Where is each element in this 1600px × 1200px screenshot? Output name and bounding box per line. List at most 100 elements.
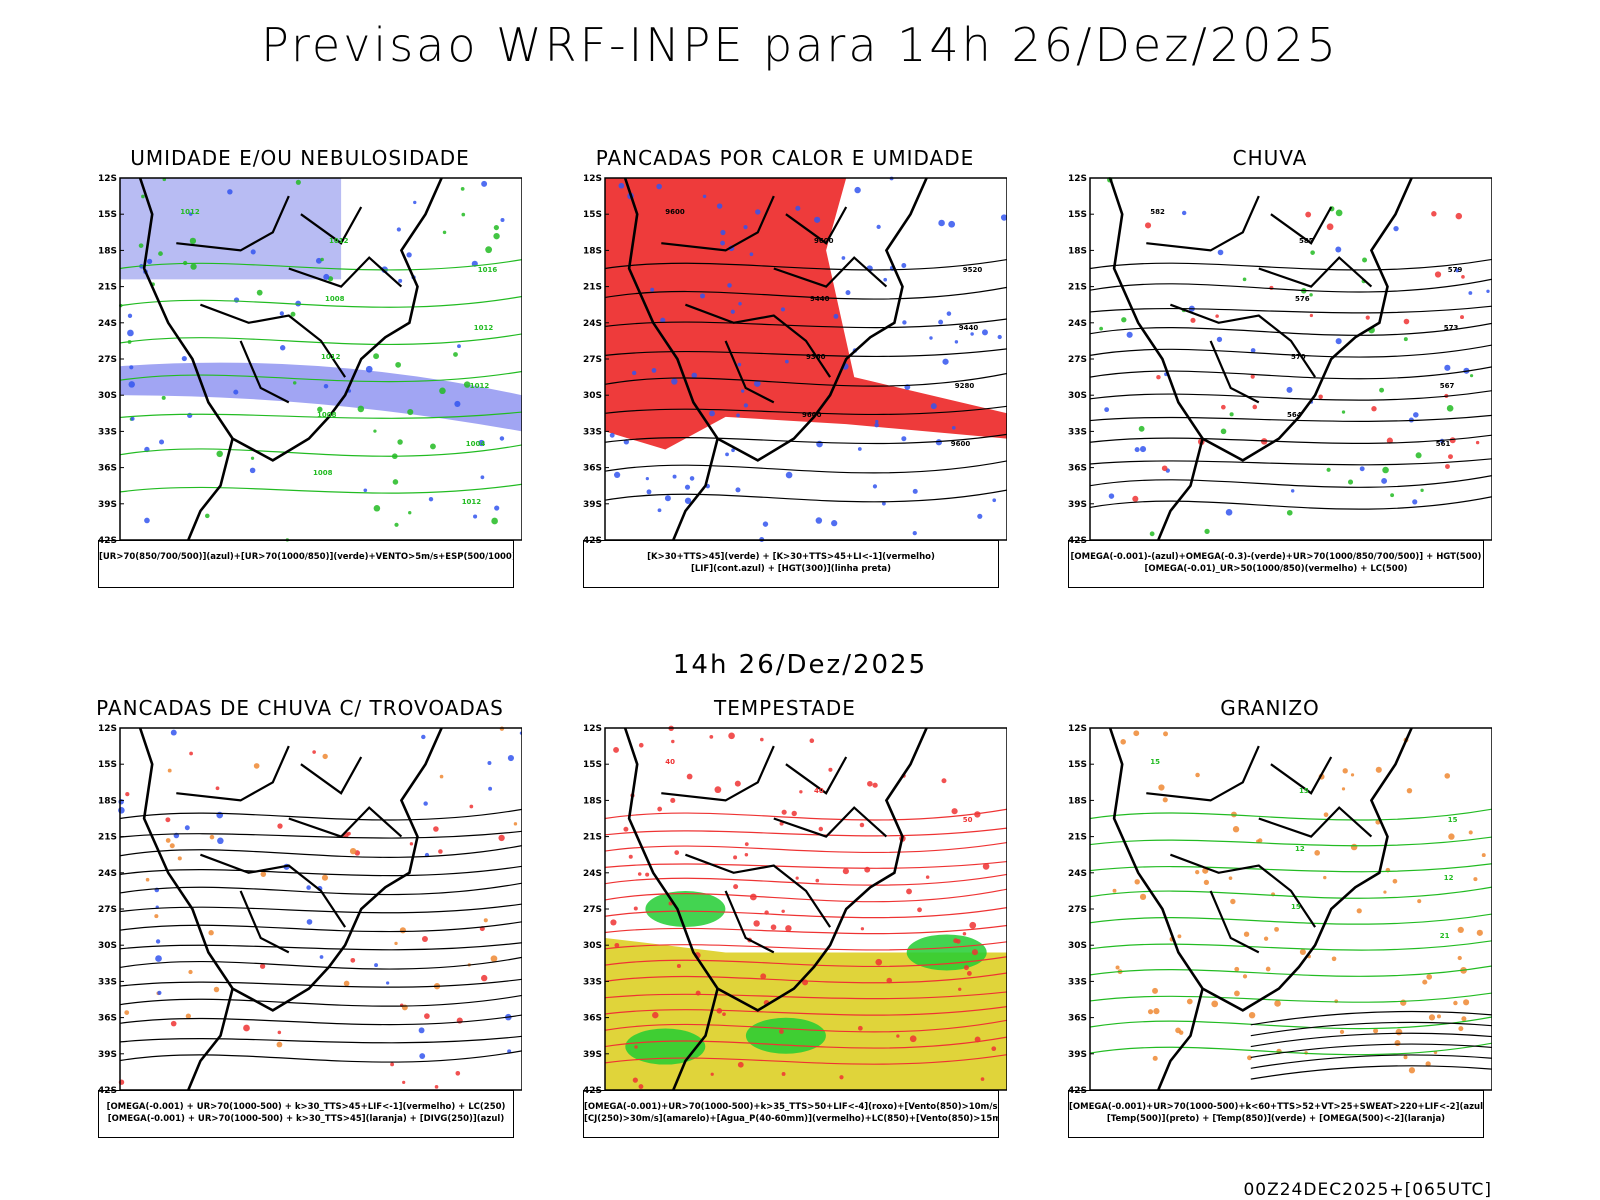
field-dot bbox=[755, 209, 761, 215]
contour-label: 9600 bbox=[802, 411, 822, 419]
field-dot bbox=[130, 416, 135, 421]
map-pancadas-calor[interactable]: 9600 9600 9520 9440 9440 9360 9280 9600 9600 12S 1… bbox=[583, 174, 1007, 544]
field-dot bbox=[645, 477, 649, 481]
field-dot bbox=[1132, 495, 1139, 502]
field-dot bbox=[1481, 853, 1486, 858]
field-dot bbox=[478, 439, 485, 447]
map-tempestade[interactable]: 40405012S15S18S21S24S27S30S33S36S39S42S7… bbox=[583, 724, 1007, 1094]
field-dot bbox=[814, 216, 821, 223]
field-dot bbox=[439, 387, 446, 395]
field-dot bbox=[1326, 223, 1334, 231]
state-border bbox=[685, 303, 832, 378]
field-dot bbox=[859, 822, 865, 828]
field-dot bbox=[490, 955, 498, 963]
coastline bbox=[623, 177, 928, 462]
field-dot bbox=[1099, 326, 1104, 331]
field-dot bbox=[190, 263, 197, 270]
field-dot bbox=[250, 456, 255, 460]
coastline-south bbox=[187, 438, 234, 541]
contour-label: 582 bbox=[1150, 208, 1165, 216]
field-dot bbox=[129, 365, 134, 370]
lat-tick-label: 36S bbox=[1068, 464, 1087, 474]
field-dot bbox=[481, 180, 488, 187]
field-dot bbox=[671, 378, 678, 385]
field-dot bbox=[799, 790, 803, 794]
temp500-contour bbox=[1250, 1032, 1492, 1048]
field-dot bbox=[730, 309, 735, 314]
contour-line bbox=[119, 994, 522, 1007]
coastline-south bbox=[187, 988, 234, 1091]
lat-tick-label: 36S bbox=[583, 1014, 602, 1024]
field-dot bbox=[651, 367, 657, 373]
state-border bbox=[239, 340, 290, 404]
field-dot bbox=[1121, 317, 1127, 323]
contour-label: 1012 bbox=[329, 237, 349, 245]
map-layers bbox=[119, 177, 522, 542]
field-dot bbox=[407, 409, 414, 416]
state-border bbox=[200, 303, 347, 378]
map-umidade[interactable]: 1012 1012 1016 1008 1012 1012 1012 1008 1004 1008… bbox=[98, 174, 522, 544]
contour-line bbox=[1089, 1042, 1492, 1056]
map-trovoadas[interactable]: 12S15S18S21S24S27S30S33S36S39S42S70W65W6… bbox=[98, 724, 522, 1094]
field-dot bbox=[953, 938, 959, 944]
field-dot bbox=[1153, 1008, 1160, 1015]
field-dot bbox=[734, 780, 741, 787]
temp500-contour bbox=[1250, 1054, 1492, 1069]
panel-legend: [OMEGA(-0.001) + UR>70(1000-500) + k>30_… bbox=[98, 1090, 514, 1138]
field-dot bbox=[320, 257, 324, 262]
lat-tick-label: 15S bbox=[98, 760, 117, 770]
field-dot bbox=[886, 977, 893, 984]
field-dot bbox=[124, 1010, 130, 1015]
contour-line bbox=[604, 808, 1007, 821]
contour-line bbox=[119, 295, 522, 308]
panel-title: PANCADAS DE CHUVA C/ TROVOADAS bbox=[96, 696, 504, 720]
state-border bbox=[724, 890, 775, 954]
field-dot bbox=[215, 786, 220, 791]
field-dot bbox=[1412, 499, 1418, 505]
field-dot bbox=[1000, 214, 1007, 221]
contour-line bbox=[119, 259, 522, 271]
lat-tick-label: 39S bbox=[98, 500, 117, 510]
field-dot bbox=[1310, 250, 1315, 255]
field-dot bbox=[650, 287, 655, 292]
panel-title: CHUVA bbox=[1232, 146, 1308, 170]
map-layers bbox=[1089, 177, 1492, 541]
lat-tick-label: 24S bbox=[1068, 869, 1087, 879]
field-dot bbox=[1204, 528, 1210, 534]
lat-tick-label: 21S bbox=[98, 833, 117, 843]
field-dot bbox=[494, 505, 500, 511]
field-dot bbox=[1190, 317, 1196, 323]
contour-line bbox=[119, 333, 522, 346]
field-dot bbox=[1426, 974, 1433, 980]
field-dot bbox=[1394, 1040, 1401, 1047]
contour-line bbox=[604, 906, 1007, 919]
field-dot bbox=[896, 1034, 900, 1038]
field-dot bbox=[1469, 374, 1474, 378]
panel-legend: [K>30+TTS>45](verde) + [K>30+TTS>45+LI<-… bbox=[583, 540, 999, 588]
field-dot bbox=[779, 1029, 784, 1034]
panel-granizo: GRANIZO 15 15 15 12 12 15 21 12S 15S 18S 21S 24S 27S… bbox=[1050, 696, 1492, 1166]
coastline-south bbox=[1157, 988, 1204, 1091]
field-dot bbox=[1234, 990, 1240, 997]
map-chuva[interactable]: 582 585 579 576 573 570 567 564 561 12S 15S 18S 21S 2… bbox=[1068, 174, 1492, 544]
field-dot bbox=[1263, 936, 1269, 941]
map-granizo[interactable]: 15 15 15 12 12 15 21 12S 15S 18S 21S 24S 27S 30S 33S 36… bbox=[1068, 724, 1492, 1094]
field-dot bbox=[1417, 899, 1422, 904]
field-dot bbox=[657, 508, 662, 513]
field-dot bbox=[253, 763, 260, 769]
lat-tick-label: 39S bbox=[583, 500, 602, 510]
field-dot bbox=[277, 1030, 282, 1035]
state-border bbox=[1258, 806, 1373, 838]
field-dot bbox=[1228, 876, 1233, 880]
contour-line bbox=[1089, 863, 1492, 873]
lat-tick-label: 21S bbox=[583, 283, 602, 293]
lat-tick-label: 27S bbox=[98, 905, 117, 915]
field-dot bbox=[1144, 222, 1152, 229]
contour-label: 1008 bbox=[313, 469, 333, 477]
field-dot bbox=[1216, 336, 1223, 343]
field-dot bbox=[158, 251, 163, 256]
field-dot bbox=[657, 806, 663, 812]
field-dot bbox=[321, 874, 329, 881]
field-dot bbox=[1229, 412, 1234, 417]
contour-line bbox=[604, 405, 1007, 416]
